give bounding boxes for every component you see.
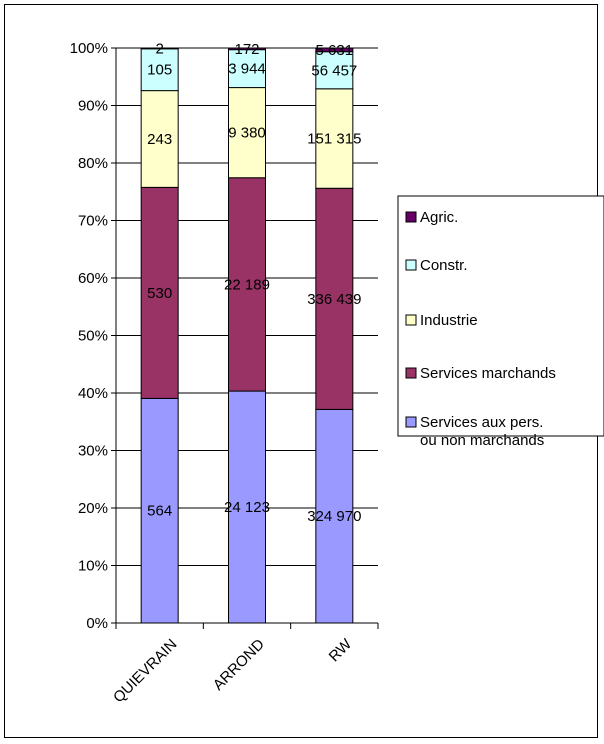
bar-segment [315, 47, 354, 53]
data-label: 24 123 [224, 499, 270, 516]
y-tick-label: 10% [78, 558, 108, 575]
legend-swatch [405, 211, 417, 223]
bar-segment [315, 88, 354, 189]
y-tick-label: 100% [70, 40, 108, 57]
bar-segment [140, 397, 179, 624]
legend-swatch [405, 367, 417, 379]
legend-swatch [405, 416, 417, 428]
x-category-label: ARROND [210, 636, 268, 694]
bar-segment [140, 90, 179, 188]
y-tick-label: 80% [78, 155, 108, 172]
data-label: 5 631 [316, 42, 354, 59]
y-tick-label: 70% [78, 213, 108, 230]
y-tick-label: 30% [78, 443, 108, 460]
legend-label: ou non marchands [420, 432, 544, 449]
data-label: 105 [147, 62, 172, 79]
y-tick-label: 50% [78, 328, 108, 345]
data-label: 530 [147, 285, 172, 302]
x-category-label: QUIEVRAIN [110, 636, 180, 706]
bar-segment [228, 49, 266, 89]
data-label: 22 189 [224, 276, 270, 293]
data-label: 336 439 [307, 291, 361, 308]
data-label: 2 [155, 40, 163, 57]
data-label: 56 457 [311, 62, 357, 79]
bar-segment [140, 47, 179, 50]
data-label: 151 315 [307, 131, 361, 148]
data-label: 324 970 [307, 508, 361, 525]
legend-swatch [405, 314, 417, 326]
data-label: 9 380 [228, 125, 266, 142]
legend-label: Services aux pers. [420, 414, 543, 431]
y-tick-label: 0% [86, 615, 108, 632]
y-tick-label: 20% [78, 500, 108, 517]
legend-label: Services marchands [420, 365, 556, 382]
data-label: 3 944 [228, 61, 266, 78]
legend-label: Constr. [420, 257, 468, 274]
bar-segment [228, 87, 266, 179]
legend-box [397, 195, 604, 437]
bar-segment [315, 187, 354, 410]
bar-segment [228, 177, 266, 392]
bar-segment [140, 48, 179, 92]
legend-swatch [405, 259, 417, 271]
data-label: 172 [234, 41, 259, 58]
y-tick-label: 60% [78, 270, 108, 287]
data-label: 243 [147, 131, 172, 148]
bar-segment [140, 186, 179, 399]
data-label: 564 [147, 503, 172, 520]
bar-segment [228, 47, 266, 51]
legend-label: Agric. [420, 209, 458, 226]
legend-label: Industrie [420, 312, 478, 329]
bar-segment [228, 390, 266, 624]
x-category-label: RW [326, 635, 356, 665]
y-tick-label: 40% [78, 385, 108, 402]
y-tick-label: 90% [78, 98, 108, 115]
